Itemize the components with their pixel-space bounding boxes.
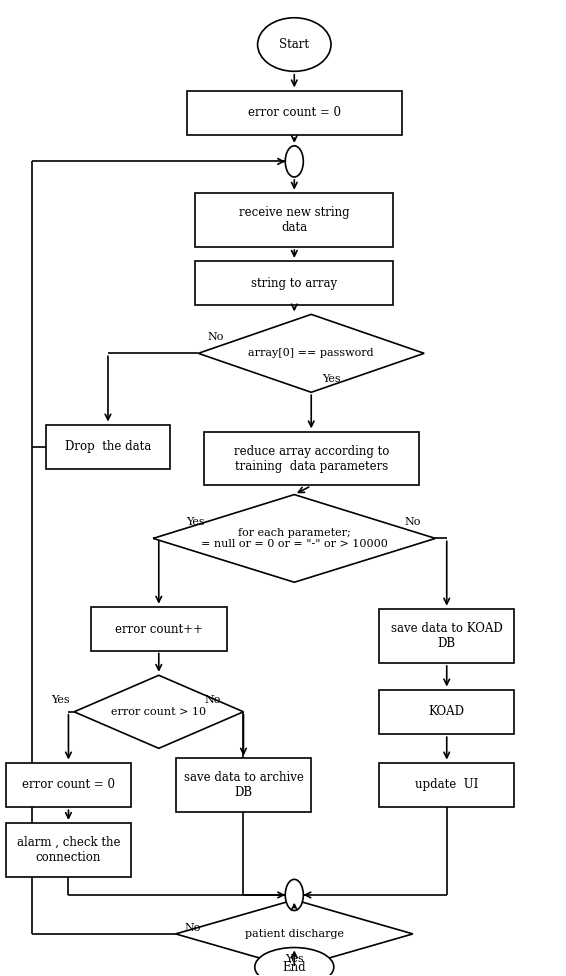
Text: Yes: Yes bbox=[285, 955, 303, 964]
Text: No: No bbox=[207, 332, 224, 342]
Text: error count++: error count++ bbox=[115, 623, 203, 635]
Polygon shape bbox=[175, 900, 413, 968]
Text: Drop  the data: Drop the data bbox=[65, 440, 151, 453]
Text: KOAD: KOAD bbox=[428, 706, 465, 718]
Text: string to array: string to array bbox=[251, 276, 337, 290]
Polygon shape bbox=[74, 675, 243, 749]
FancyBboxPatch shape bbox=[46, 425, 170, 468]
Text: No: No bbox=[405, 517, 421, 527]
FancyBboxPatch shape bbox=[379, 690, 514, 734]
FancyBboxPatch shape bbox=[175, 758, 311, 812]
Circle shape bbox=[285, 145, 303, 177]
FancyBboxPatch shape bbox=[379, 609, 514, 663]
Text: error count = 0: error count = 0 bbox=[22, 779, 115, 792]
Text: No: No bbox=[185, 923, 201, 933]
Text: save data to archive
DB: save data to archive DB bbox=[183, 771, 303, 799]
Text: error count = 0: error count = 0 bbox=[248, 106, 341, 119]
Text: receive new string
data: receive new string data bbox=[239, 206, 350, 234]
Polygon shape bbox=[153, 495, 435, 583]
Text: reduce array according to
training  data parameters: reduce array according to training data … bbox=[234, 444, 389, 472]
Text: End: End bbox=[282, 960, 306, 973]
Polygon shape bbox=[198, 314, 424, 392]
Text: Yes: Yes bbox=[51, 695, 69, 705]
Text: No: No bbox=[204, 695, 221, 705]
Text: Yes: Yes bbox=[321, 374, 340, 384]
FancyBboxPatch shape bbox=[6, 763, 131, 807]
Text: Yes: Yes bbox=[186, 517, 205, 527]
FancyBboxPatch shape bbox=[6, 824, 131, 876]
Text: update  UI: update UI bbox=[415, 779, 478, 792]
Text: save data to KOAD
DB: save data to KOAD DB bbox=[391, 622, 503, 650]
Circle shape bbox=[285, 879, 303, 911]
FancyBboxPatch shape bbox=[195, 193, 393, 247]
FancyBboxPatch shape bbox=[204, 431, 418, 485]
FancyBboxPatch shape bbox=[187, 91, 401, 135]
Text: error count > 10: error count > 10 bbox=[112, 707, 207, 716]
Text: for each parameter;
= null or = 0 or = "-" or > 10000: for each parameter; = null or = 0 or = "… bbox=[201, 528, 388, 549]
Ellipse shape bbox=[255, 948, 334, 976]
FancyBboxPatch shape bbox=[379, 763, 514, 807]
Text: Start: Start bbox=[279, 38, 309, 51]
FancyBboxPatch shape bbox=[195, 262, 393, 305]
Text: alarm , check the
connection: alarm , check the connection bbox=[17, 836, 120, 864]
FancyBboxPatch shape bbox=[91, 607, 226, 651]
Text: array[0] == password: array[0] == password bbox=[248, 348, 374, 358]
Text: patient discharge: patient discharge bbox=[245, 929, 344, 939]
Ellipse shape bbox=[258, 18, 331, 71]
